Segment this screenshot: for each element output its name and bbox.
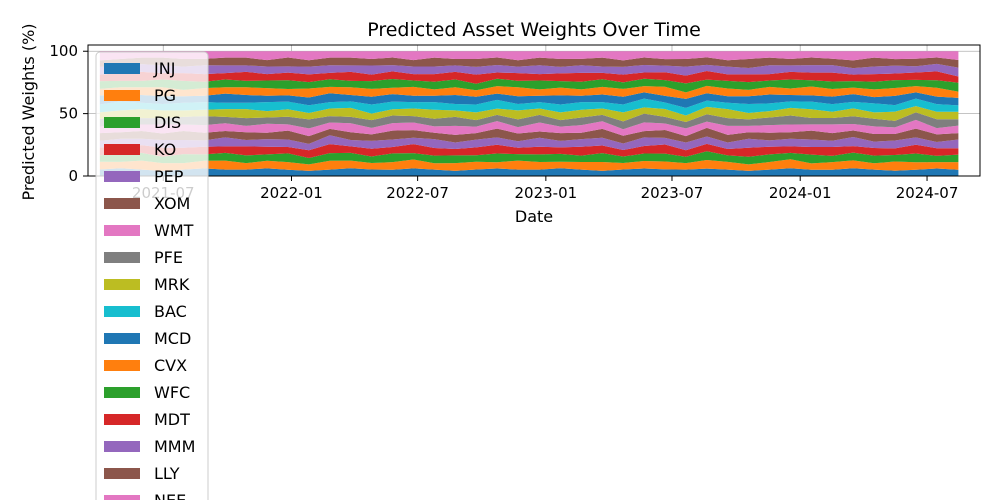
area-mdt — [99, 71, 959, 84]
legend-swatch-wmt — [104, 225, 140, 236]
area-wfc — [99, 78, 959, 93]
y-axis-ticks: 0 50 100 — [49, 42, 88, 185]
legend-label-dis: DIS — [154, 113, 181, 132]
y-tick-label: 0 — [68, 167, 78, 185]
area-lly — [99, 57, 959, 69]
area-bac — [99, 98, 959, 116]
y-tick-label: 100 — [49, 42, 78, 60]
x-tick-label: 2024-07 — [896, 184, 959, 202]
legend-swatch-mcd — [104, 333, 140, 344]
axes — [87, 44, 981, 177]
x-tick-label: 2022-01 — [260, 184, 323, 202]
legend-swatch-pfe — [104, 252, 140, 263]
legend-label-mcd: MCD — [154, 329, 191, 348]
legend-label-nee: NEE — [154, 491, 186, 500]
y-axis-label: Predicted Weights (%) — [19, 23, 38, 200]
legend-label-mrk: MRK — [154, 275, 190, 294]
legend-swatch-dis — [104, 117, 140, 128]
legend-label-cvx: CVX — [154, 356, 187, 375]
chart-title: Predicted Asset Weights Over Time — [367, 19, 701, 41]
area-wmt — [99, 119, 959, 137]
legend-swatch-cvx — [104, 360, 140, 371]
area-ko — [99, 143, 959, 158]
x-tick-label: 2023-07 — [641, 184, 704, 202]
area-nee — [99, 51, 959, 61]
legend-label-wmt: WMT — [154, 221, 194, 240]
legend-swatch-lly — [104, 468, 140, 479]
x-tick-label: 2024-01 — [769, 184, 832, 202]
legend-swatch-jnj — [104, 63, 140, 74]
plot-frame — [87, 44, 981, 177]
legend-swatch-wfc — [104, 387, 140, 398]
legend-label-pep: PEP — [154, 167, 184, 186]
legend-label-ko: KO — [154, 140, 176, 159]
x-tick-label: 2023-01 — [515, 184, 578, 202]
legend-label-mdt: MDT — [154, 410, 190, 429]
area-cvx — [99, 85, 959, 99]
legend-swatch-ko — [104, 144, 140, 155]
legend-swatch-xom — [104, 198, 140, 209]
legend-swatch-pep — [104, 171, 140, 182]
legend-swatch-pg — [104, 90, 140, 101]
area-mrk — [99, 106, 959, 122]
legend-label-pfe: PFE — [154, 248, 183, 267]
area-jnj — [99, 168, 959, 176]
area-pfe — [99, 112, 959, 130]
area-mcd — [99, 92, 959, 108]
legend-swatch-mmm — [104, 441, 140, 452]
legend-swatch-bac — [104, 306, 140, 317]
legend-label-wfc: WFC — [154, 383, 190, 402]
legend-swatch-nee — [104, 495, 140, 500]
y-tick-label: 50 — [59, 105, 78, 123]
legend-swatch-mrk — [104, 279, 140, 290]
legend-swatch-mdt — [104, 414, 140, 425]
area-mmm — [99, 63, 959, 77]
x-tick-label: 2022-07 — [386, 184, 449, 202]
area-pg — [99, 159, 959, 171]
legend-label-jnj: JNJ — [153, 59, 175, 78]
stacked-areas — [99, 51, 959, 176]
area-pep — [99, 135, 959, 151]
area-xom — [99, 127, 959, 144]
legend-label-lly: LLY — [154, 464, 180, 483]
legend-label-bac: BAC — [154, 302, 187, 321]
area-dis — [99, 151, 959, 165]
x-axis-label: Date — [515, 207, 553, 226]
legend-label-pg: PG — [154, 86, 176, 105]
legend-label-xom: XOM — [154, 194, 190, 213]
legend-label-mmm: MMM — [154, 437, 195, 456]
legend: JNJ PG DIS KO PEP XOM WMT PFE MRK BAC MCD CVX WFC MDT… — [95, 51, 209, 500]
